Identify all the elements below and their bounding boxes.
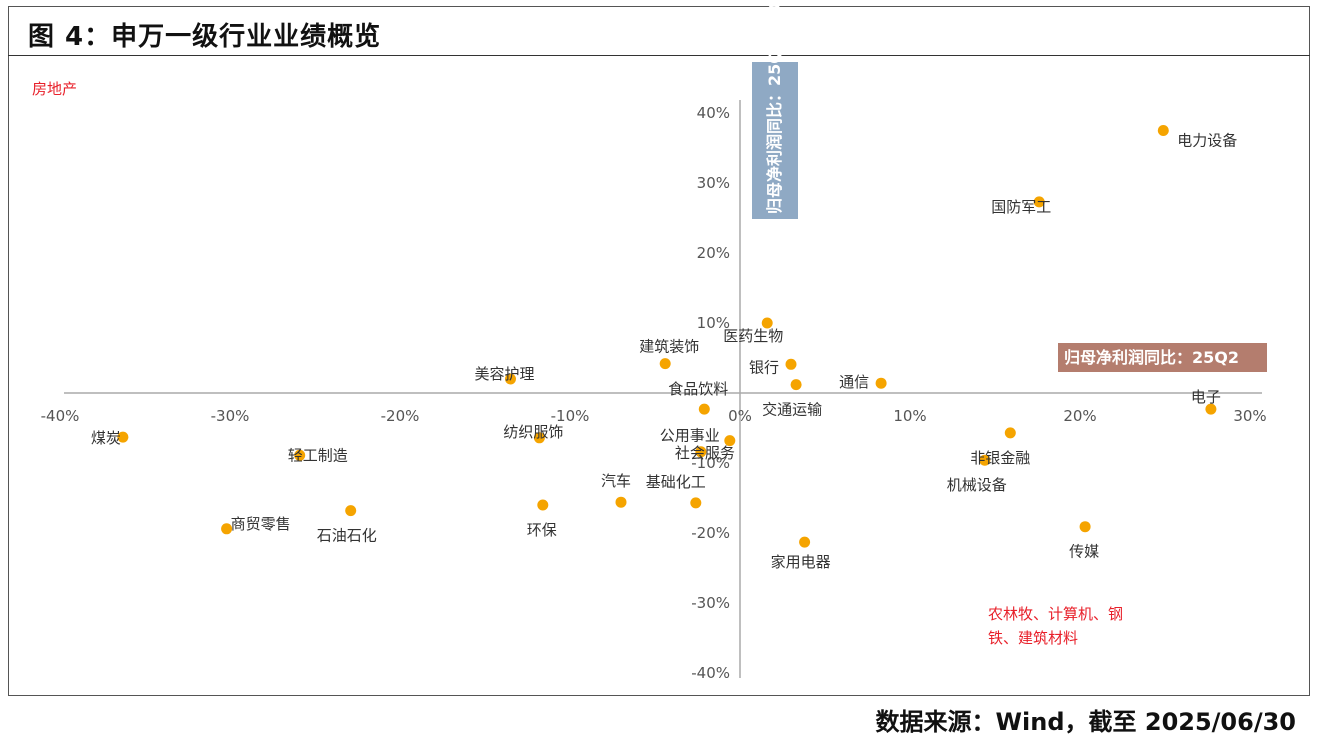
tick-labels: -40% -30% -20% -10% 0% 10% 20% 30% 40% 30% 20% 10% -… [41, 104, 1267, 682]
y-tick-label: 30% [697, 174, 730, 192]
point-label: 电力设备 [1177, 132, 1237, 150]
data-point [790, 379, 802, 391]
point-label: 环保 [527, 521, 557, 539]
point-label: 电子 [1191, 388, 1221, 406]
point-label: 建筑装饰 [639, 338, 699, 356]
data-points [117, 125, 1217, 548]
data-point [875, 377, 887, 389]
x-tick-label: 0% [728, 407, 752, 425]
y-tick-label: 40% [697, 104, 730, 122]
point-label: 石油石化 [317, 527, 377, 545]
note-real-estate: 房地产 [32, 80, 77, 98]
data-point [117, 431, 129, 443]
y-tick-label: -30% [691, 594, 730, 612]
data-point [1079, 521, 1091, 533]
data-point [1033, 196, 1045, 208]
y-tick-label: 10% [697, 314, 730, 332]
point-label: 家用电器 [771, 553, 831, 571]
point-label: 机械设备 [947, 476, 1007, 494]
x-tick-label: 20% [1063, 407, 1096, 425]
x-tick-label: -30% [211, 407, 250, 425]
point-label: 纺织服饰 [503, 423, 563, 441]
data-point [1205, 403, 1217, 415]
y-axis-title-box [752, 62, 798, 219]
point-label: 交通运输 [762, 401, 822, 419]
data-point [537, 499, 549, 511]
point-label: 商贸零售 [231, 515, 291, 533]
x-tick-label: -20% [381, 407, 420, 425]
data-point [345, 505, 357, 517]
point-label: 汽车 [601, 472, 631, 490]
note-missing-line2: 铁、建筑材料 [988, 629, 1078, 647]
point-label: 美容护理 [475, 365, 535, 383]
x-tick-label: 30% [1233, 407, 1266, 425]
data-point [294, 449, 306, 461]
x-tick-label: -10% [551, 407, 590, 425]
data-point [1157, 125, 1169, 136]
y-axis-title: 归母净利润同比：25Q2-25Q1 [765, 0, 784, 214]
point-label: 国防军工 [991, 198, 1051, 216]
y-tick-label: 20% [697, 244, 730, 262]
x-tick-label: 10% [893, 407, 926, 425]
source-note: 数据来源：Wind，截至 2025/06/30 [875, 708, 1296, 736]
point-label: 基础化工 [646, 473, 706, 491]
point-label: 传媒 [1069, 543, 1099, 561]
y-tick-label: -20% [691, 524, 730, 542]
data-point [724, 435, 736, 447]
data-point [979, 454, 991, 466]
figure-frame [8, 6, 1310, 696]
data-point [690, 497, 702, 509]
data-point [698, 403, 710, 415]
data-point [799, 536, 811, 548]
annotations: 房地产 农林牧、计算机、钢 铁、建筑材料 [32, 80, 1123, 647]
data-point [615, 496, 627, 508]
point-label: 煤炭 [91, 429, 121, 447]
point-label: 通信 [839, 373, 869, 391]
point-label: 非银金融 [970, 449, 1030, 467]
data-point [533, 432, 545, 444]
data-point [1004, 427, 1016, 439]
data-point [505, 373, 516, 385]
x-axis-title: 归母净利润同比：25Q2 [1064, 348, 1239, 367]
figure-title: 图 4：申万一级行业业绩概览 [28, 22, 382, 52]
data-point [761, 317, 773, 329]
point-label: 轻工制造 [288, 446, 348, 464]
y-tick-label: -10% [691, 454, 730, 472]
point-label: 公用事业 [660, 427, 720, 445]
axes [64, 100, 1262, 678]
x-tick-label: -40% [41, 407, 80, 425]
axis-titles: 归母净利润同比：25Q2-25Q1 归母净利润同比：25Q2 [752, 0, 1267, 372]
point-label: 社会服务 [675, 444, 735, 462]
data-point [221, 523, 233, 535]
x-axis-title-box [1058, 343, 1267, 372]
point-label: 食品饮料 [668, 380, 728, 398]
data-point [695, 446, 707, 458]
y-tick-label: -40% [691, 664, 730, 682]
point-label: 银行 [749, 358, 779, 376]
data-point [659, 358, 671, 370]
data-point [785, 358, 797, 370]
note-missing-line1: 农林牧、计算机、钢 [988, 605, 1123, 623]
scatter-chart: -40% -30% -20% -10% 0% 10% 20% 30% 40% 30% 20% 10% -… [32, 0, 1267, 682]
point-label: 医药生物 [723, 327, 783, 345]
title-bar: 图 4：申万一级行业业绩概览 [8, 6, 1310, 56]
